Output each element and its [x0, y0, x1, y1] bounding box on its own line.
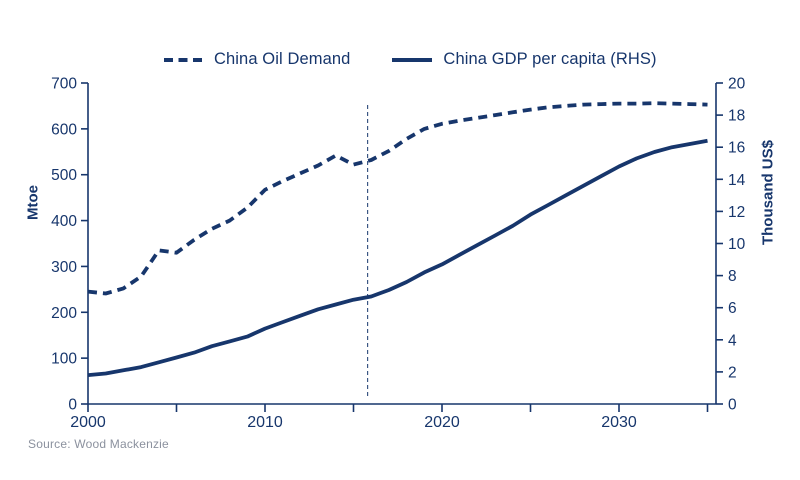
- y-axis-right-tick-label: 2: [728, 364, 737, 381]
- y-axis-right-tick-label: 4: [728, 332, 737, 349]
- y-axis-right-tick-label: 6: [728, 300, 737, 317]
- y-axis-left-tick-label: 500: [51, 167, 77, 184]
- dashed-line-key: [164, 57, 203, 62]
- y-axis-left-tick-label: 300: [51, 259, 77, 276]
- y-axis-right-tick-label: 0: [728, 397, 737, 414]
- y-axis-right-tick-label: 10: [728, 236, 746, 253]
- source-note: Source: Wood Mackenzie: [28, 437, 169, 451]
- x-axis-tick-label: 2030: [601, 414, 637, 431]
- legend-label-oil-demand: China Oil Demand: [214, 50, 351, 68]
- y-axis-left-tick-label: 700: [51, 76, 77, 93]
- right-axis-title: Thousand US$: [759, 140, 777, 246]
- legend-item-oil-demand[interactable]: China Oil Demand: [163, 50, 350, 69]
- y-axis-right-tick-label: 16: [728, 140, 745, 157]
- y-axis-right-tick-label: 14: [728, 172, 746, 189]
- legend: China Oil Demand China GDP per capita (R…: [163, 50, 657, 69]
- series-oil-demand-line: [87, 101, 708, 296]
- y-axis-right-tick-label: 20: [728, 76, 746, 93]
- legend-label-gdp: China GDP per capita (RHS): [443, 50, 657, 68]
- y-axis-left-tick-label: 600: [51, 121, 77, 138]
- y-axis-left-tick-label: 100: [51, 351, 77, 368]
- legend-item-gdp[interactable]: China GDP per capita (RHS): [392, 50, 657, 69]
- y-axis-right-tick-label: 12: [728, 204, 745, 221]
- y-axis-right-tick-label: 8: [728, 268, 737, 285]
- x-axis-tick-label: 2010: [247, 414, 283, 431]
- left-axis-title: Mtoe: [24, 185, 42, 220]
- x-axis-tick-label: 2020: [424, 414, 460, 431]
- y-axis-left-tick-label: 200: [51, 305, 77, 322]
- x-axis-tick-label: 2000: [70, 414, 106, 431]
- y-axis-right-tick-label: 18: [728, 108, 745, 125]
- series-gdp-line: [87, 138, 708, 377]
- solid-line-key: [392, 57, 433, 62]
- y-axis-left-tick-label: 400: [51, 213, 77, 230]
- y-axis-left-tick-label: 0: [68, 397, 77, 414]
